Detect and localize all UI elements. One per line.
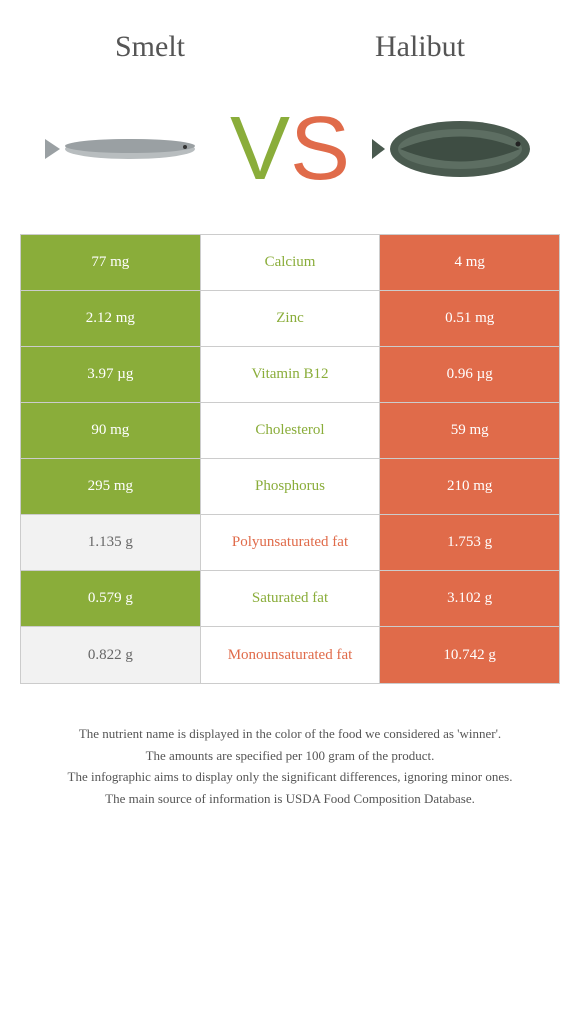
vs-letter-s: S: [290, 99, 350, 199]
table-row: 2.12 mgZinc0.51 mg: [21, 291, 559, 347]
left-value: 295 mg: [21, 459, 200, 514]
halibut-image: [370, 109, 540, 189]
footer-line: The amounts are specified per 100 gram o…: [25, 746, 555, 766]
table-row: 0.822 gMonounsaturated fat10.742 g: [21, 627, 559, 683]
right-title: Halibut: [375, 30, 465, 64]
right-value: 10.742 g: [380, 627, 559, 683]
left-value: 3.97 µg: [21, 347, 200, 402]
table-row: 295 mgPhosphorus210 mg: [21, 459, 559, 515]
left-title: Smelt: [115, 30, 185, 64]
vs-letter-v: V: [230, 99, 290, 199]
vs-text: VS: [230, 104, 350, 194]
right-value: 59 mg: [380, 403, 559, 458]
nutrient-label: Saturated fat: [200, 571, 381, 626]
footer-line: The main source of information is USDA F…: [25, 789, 555, 809]
table-row: 0.579 gSaturated fat3.102 g: [21, 571, 559, 627]
table-row: 1.135 gPolyunsaturated fat1.753 g: [21, 515, 559, 571]
nutrient-label: Cholesterol: [200, 403, 381, 458]
right-value: 3.102 g: [380, 571, 559, 626]
footer-line: The nutrient name is displayed in the co…: [25, 724, 555, 744]
header: Smelt Halibut: [0, 0, 580, 84]
footer-notes: The nutrient name is displayed in the co…: [0, 684, 580, 830]
nutrient-label: Phosphorus: [200, 459, 381, 514]
nutrient-label: Calcium: [200, 235, 381, 290]
left-value: 0.822 g: [21, 627, 200, 683]
nutrient-table: 77 mgCalcium4 mg2.12 mgZinc0.51 mg3.97 µ…: [20, 234, 560, 684]
table-row: 3.97 µgVitamin B120.96 µg: [21, 347, 559, 403]
table-row: 90 mgCholesterol59 mg: [21, 403, 559, 459]
nutrient-label: Monounsaturated fat: [200, 627, 381, 683]
right-value: 1.753 g: [380, 515, 559, 570]
left-value: 90 mg: [21, 403, 200, 458]
vs-row: VS: [0, 84, 580, 234]
left-value: 77 mg: [21, 235, 200, 290]
nutrient-label: Polyunsaturated fat: [200, 515, 381, 570]
footer-line: The infographic aims to display only the…: [25, 767, 555, 787]
smelt-image: [40, 109, 210, 189]
right-value: 4 mg: [380, 235, 559, 290]
right-value: 0.96 µg: [380, 347, 559, 402]
left-value: 2.12 mg: [21, 291, 200, 346]
right-value: 0.51 mg: [380, 291, 559, 346]
nutrient-label: Vitamin B12: [200, 347, 381, 402]
left-value: 0.579 g: [21, 571, 200, 626]
nutrient-label: Zinc: [200, 291, 381, 346]
left-value: 1.135 g: [21, 515, 200, 570]
right-value: 210 mg: [380, 459, 559, 514]
table-row: 77 mgCalcium4 mg: [21, 235, 559, 291]
